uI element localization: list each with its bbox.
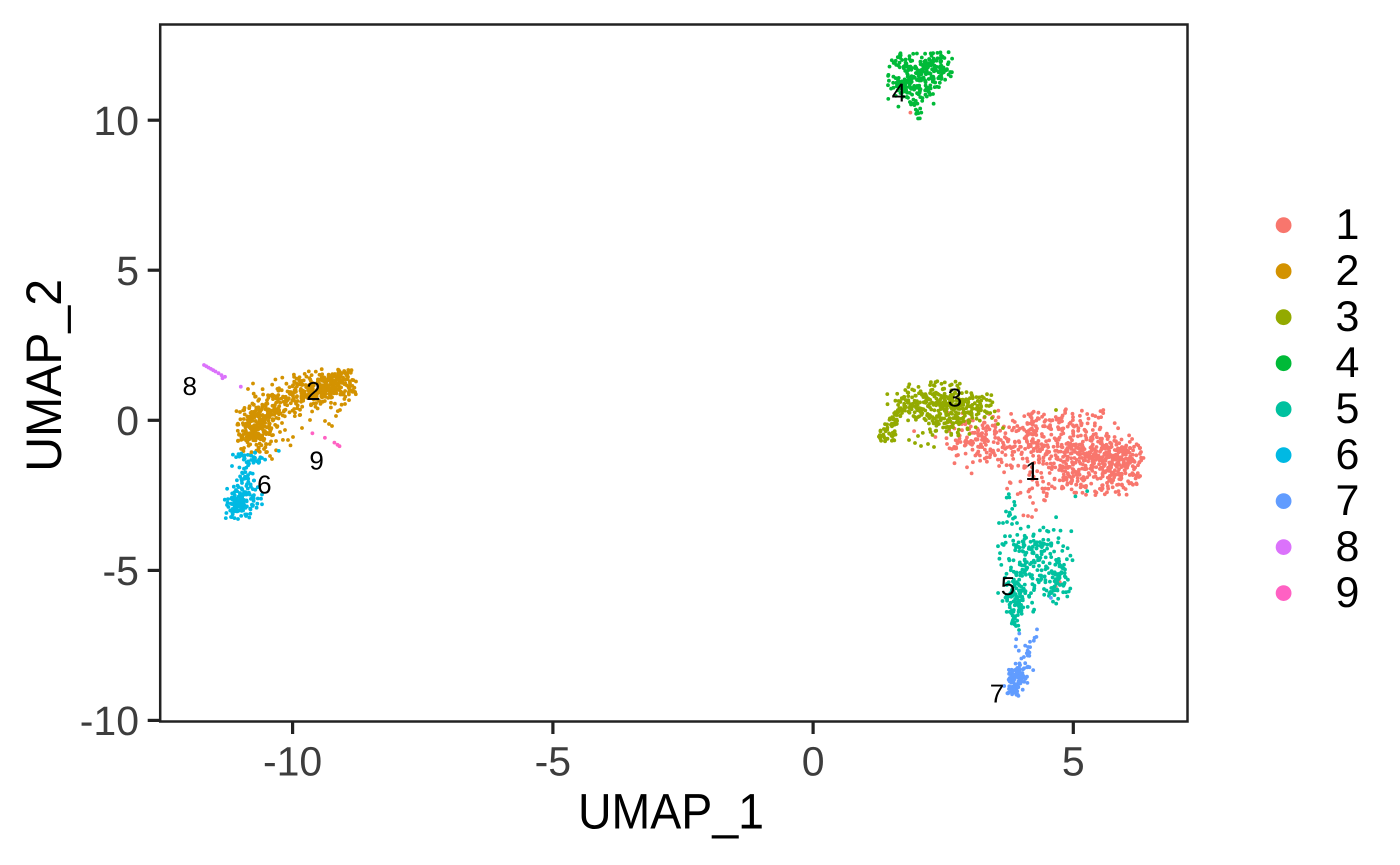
svg-text:5: 5 bbox=[1062, 739, 1085, 785]
svg-text:4: 4 bbox=[1336, 339, 1360, 387]
svg-text:-10: -10 bbox=[263, 739, 322, 785]
svg-text:3: 3 bbox=[948, 382, 962, 412]
svg-text:-5: -5 bbox=[535, 739, 571, 785]
svg-text:UMAP_2: UMAP_2 bbox=[16, 279, 72, 472]
svg-text:2: 2 bbox=[306, 376, 320, 406]
svg-text:6: 6 bbox=[257, 469, 271, 499]
svg-text:8: 8 bbox=[1336, 523, 1360, 571]
svg-text:0: 0 bbox=[802, 739, 825, 785]
svg-text:10: 10 bbox=[93, 98, 139, 144]
svg-text:1: 1 bbox=[1336, 201, 1360, 249]
svg-text:UMAP_1: UMAP_1 bbox=[578, 784, 764, 840]
svg-text:0: 0 bbox=[116, 398, 139, 444]
svg-text:5: 5 bbox=[1336, 385, 1360, 433]
svg-text:-5: -5 bbox=[103, 548, 139, 594]
svg-text:9: 9 bbox=[309, 445, 323, 475]
svg-text:9: 9 bbox=[1336, 569, 1360, 617]
svg-text:5: 5 bbox=[116, 248, 139, 294]
svg-text:6: 6 bbox=[1336, 431, 1360, 479]
svg-text:4: 4 bbox=[892, 77, 906, 107]
svg-text:1: 1 bbox=[1025, 456, 1039, 486]
svg-text:2: 2 bbox=[1336, 247, 1360, 295]
svg-text:5: 5 bbox=[1001, 571, 1015, 601]
svg-text:3: 3 bbox=[1336, 293, 1360, 341]
svg-text:8: 8 bbox=[182, 371, 196, 401]
svg-text:7: 7 bbox=[990, 679, 1004, 709]
svg-text:7: 7 bbox=[1336, 477, 1360, 525]
svg-text:-10: -10 bbox=[80, 698, 139, 744]
